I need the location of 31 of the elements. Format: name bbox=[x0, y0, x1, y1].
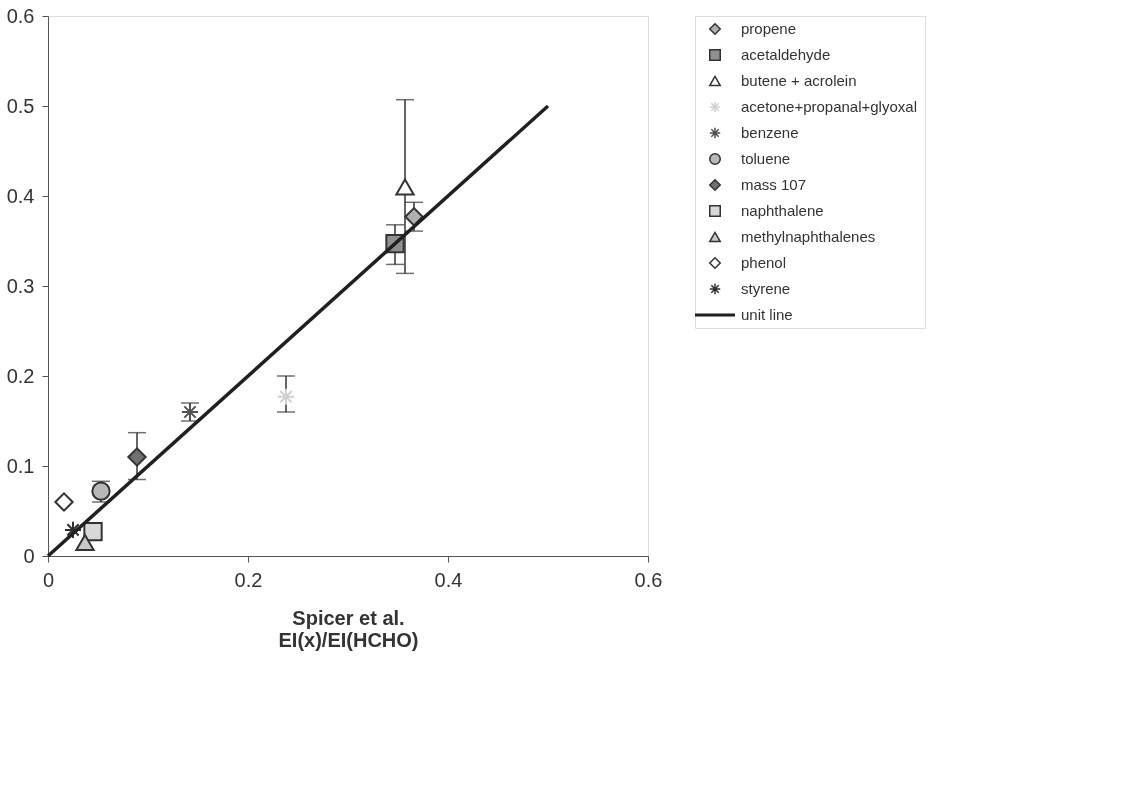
y-tick-label: 0.2 bbox=[6, 364, 35, 387]
point bbox=[127, 447, 147, 467]
legend-label: acetone+propanal+glyoxal bbox=[741, 98, 917, 115]
point bbox=[276, 387, 296, 406]
legend-label: naphthalene bbox=[741, 202, 824, 219]
y-tick-label: 0.1 bbox=[6, 454, 35, 477]
y-tick-label: 0.4 bbox=[6, 184, 35, 207]
y-tick-label: 0.3 bbox=[6, 274, 35, 297]
x-axis-title: Spicer et al. EI(x)/EI(HCHO) bbox=[278, 606, 419, 651]
y-tick-label: 0.5 bbox=[6, 94, 35, 117]
y-tick-label: 0.6 bbox=[6, 4, 35, 27]
x-tick-label: 0.2 bbox=[234, 568, 263, 591]
point bbox=[83, 522, 103, 542]
y-tick-label: 0 bbox=[23, 544, 35, 567]
legend-label: propene bbox=[741, 20, 797, 37]
x-tick-label: 0.6 bbox=[634, 568, 663, 591]
x-tick-label: 0 bbox=[42, 568, 55, 591]
legend-label: mass 107 bbox=[741, 176, 807, 193]
x-tick-label: 0.4 bbox=[434, 568, 463, 591]
legend-label: unit line bbox=[741, 306, 793, 323]
legend-label: styrene bbox=[741, 280, 791, 297]
point bbox=[75, 534, 95, 551]
legend-label: butene + acrolein bbox=[741, 72, 857, 89]
legend-label: acetaldehyde bbox=[741, 46, 831, 63]
point bbox=[63, 520, 83, 539]
point bbox=[54, 492, 74, 512]
legend-label: phenol bbox=[741, 254, 787, 271]
legend-label: benzene bbox=[741, 124, 799, 141]
point bbox=[395, 178, 415, 196]
legend-label: methylnaphthalenes bbox=[741, 228, 876, 245]
legend-label: toluene bbox=[741, 150, 791, 167]
